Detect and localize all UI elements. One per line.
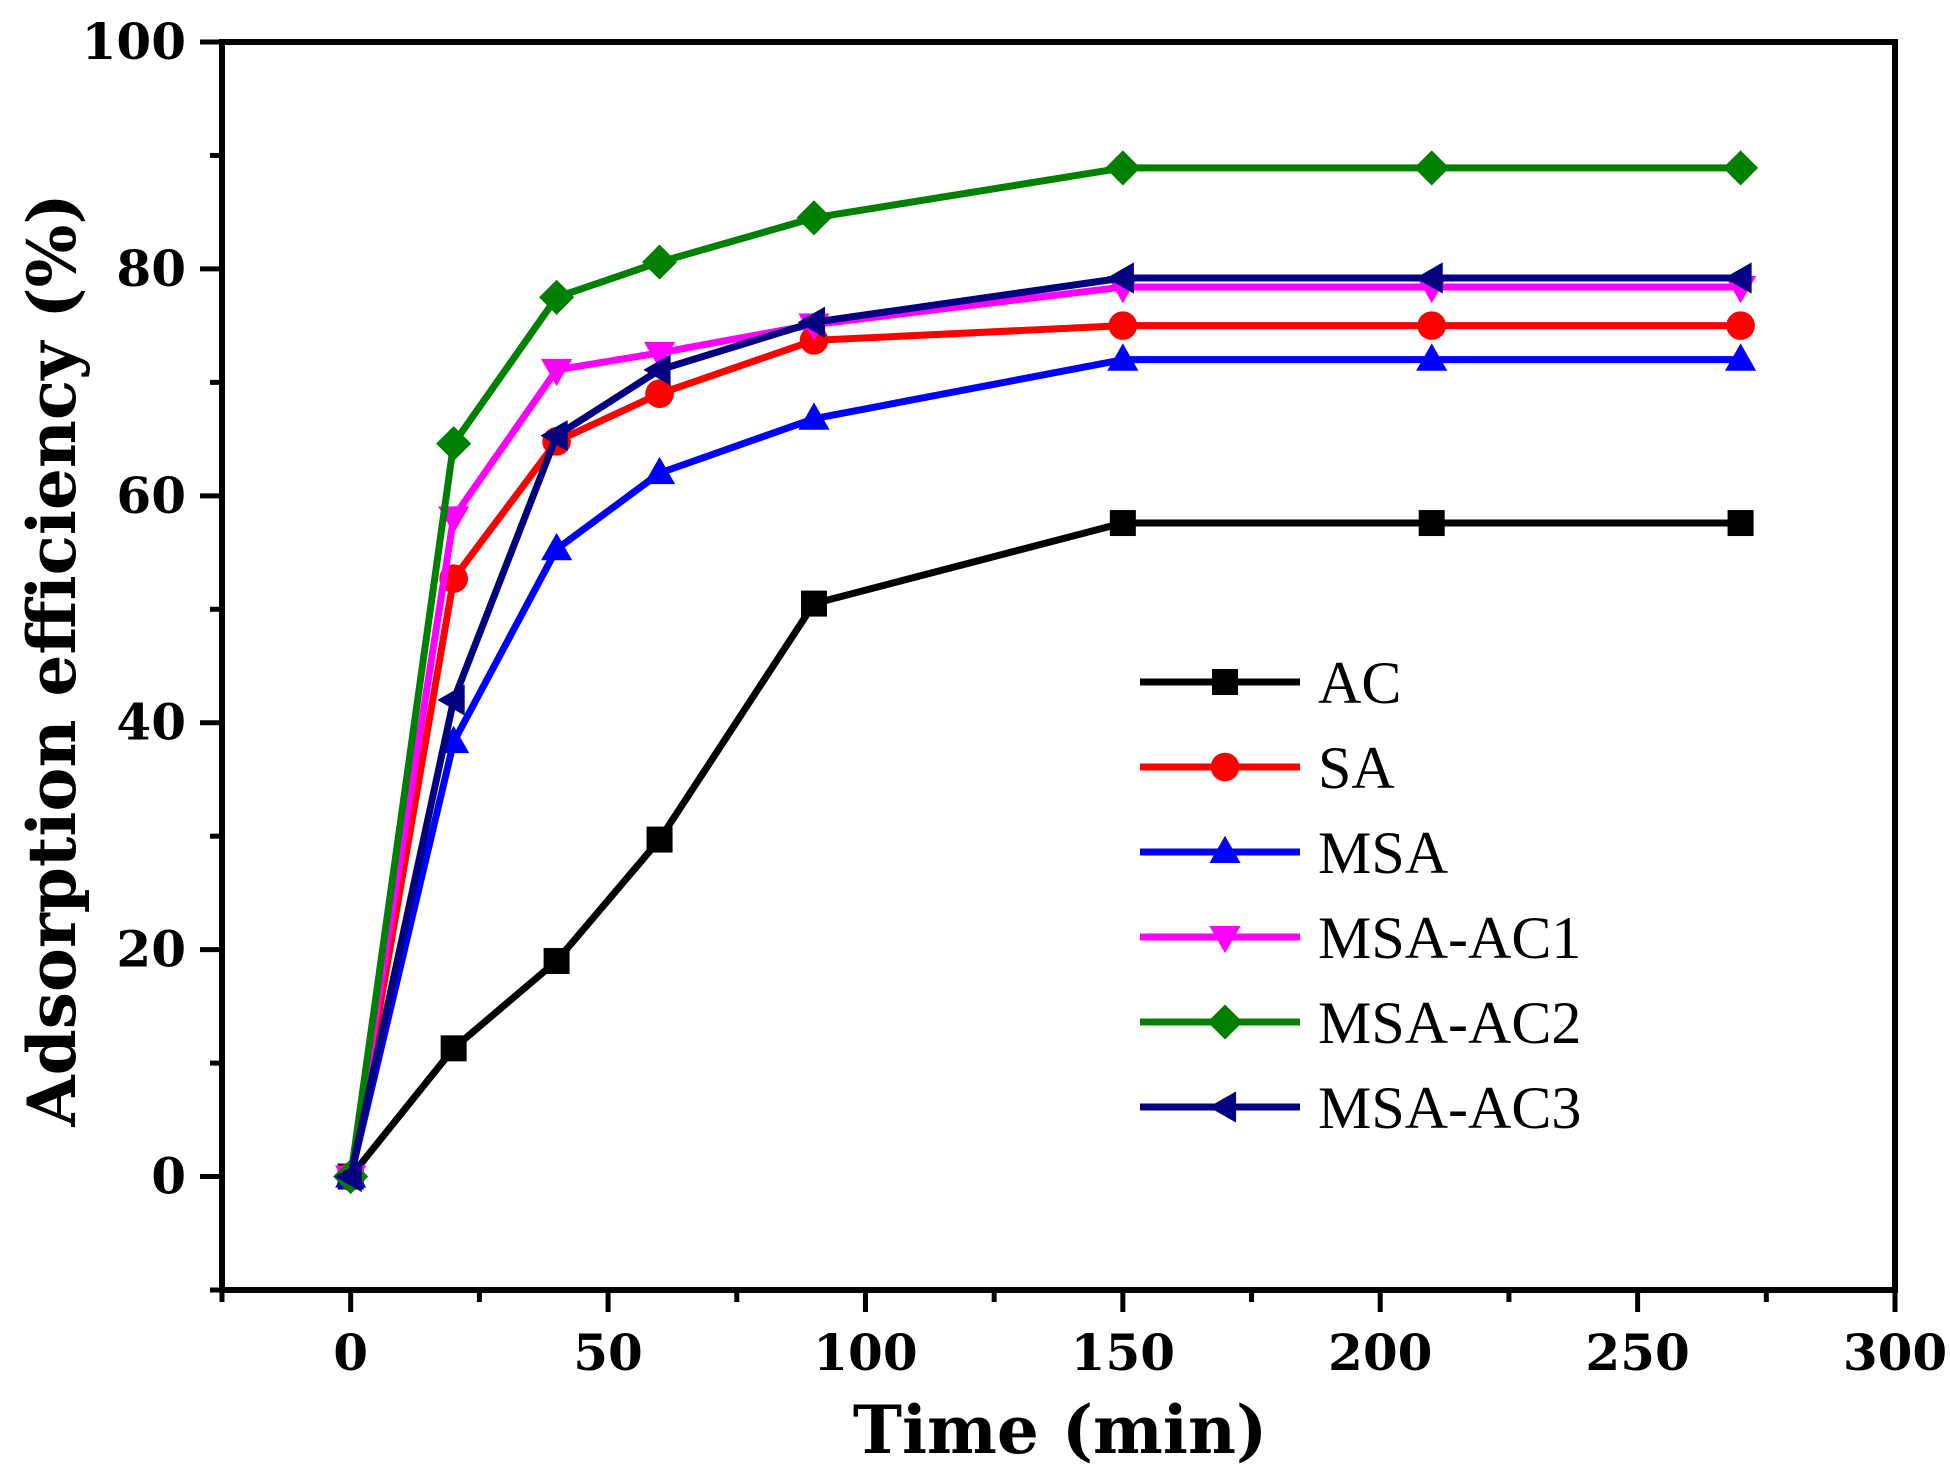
data-point [642,244,678,280]
y-axis: 0 20 40 60 80 100 [82,12,222,1293]
series-msa [335,343,1757,1188]
data-point [1726,311,1755,340]
series-sa [336,311,1755,1191]
data-point [436,426,472,462]
y-tick-label: 40 [116,693,186,752]
legend-item: MSA [1140,820,1448,886]
data-point [643,354,671,386]
y-axis-title: Adsorption efficiency (%) [13,193,91,1127]
data-point [800,590,827,617]
data-point [1109,510,1136,537]
plot-frame [219,39,1898,1293]
legend-label: MSA-AC3 [1318,1075,1581,1141]
x-axis: 0 50 100 150 200 250 300 [219,1290,1947,1382]
legend-label: SA [1318,735,1395,801]
data-point [796,200,832,236]
y-tick-label: 80 [116,239,186,298]
legend: AC SA MSA MSA-AC1 MSA-AC2 MSA-AC3 [1140,650,1581,1141]
legend-label: MSA-AC1 [1318,905,1581,971]
x-tick-label: 100 [813,1323,917,1382]
data-point [1724,343,1757,371]
data-point [1414,150,1450,186]
data-point [541,532,573,561]
data-point [1108,311,1138,340]
legend-item: MSA-AC3 [1140,1075,1581,1141]
legend-marker [1207,1004,1243,1040]
data-point [797,306,826,338]
data-point [334,1160,362,1193]
legend-item: MSA-AC1 [1140,905,1581,971]
data-point [643,456,676,485]
data-point [646,826,673,853]
data-point [798,402,830,430]
legend-marker [1210,752,1240,782]
y-tick-label: 100 [82,12,186,71]
data-point [645,379,674,409]
legend-item: SA [1140,735,1395,801]
y-tick-label: 60 [116,466,186,525]
data-point [1417,311,1447,340]
data-point [1724,262,1752,294]
data-point [540,420,568,452]
data-point [1727,510,1754,537]
y-tick-label: 0 [151,1147,186,1206]
y-tick-label: 20 [116,920,186,979]
data-point [539,279,575,315]
legend-label: MSA-AC2 [1318,990,1581,1056]
series-line [347,274,1741,1178]
series-line [347,322,1741,1178]
data-point [1106,262,1134,294]
x-tick-label: 250 [1585,1323,1689,1382]
legend-item: AC [1140,650,1401,716]
plot-area: 0 50 100 150 200 250 300 0 20 40 60 80 100 [82,12,1948,1382]
series-line [347,164,1741,1178]
series-layer [333,150,1759,1195]
x-tick-label: 200 [1328,1323,1432,1382]
legend-marker [1209,925,1241,954]
series-line [347,283,1741,1178]
series-line [347,356,1741,1178]
x-tick-label: 300 [1843,1323,1947,1382]
series-line [347,519,1741,1179]
legend-item: MSA-AC2 [1140,990,1581,1056]
legend-label: MSA [1318,820,1448,886]
data-point [437,684,465,716]
series-msa-ac3 [334,262,1752,1193]
data-point [643,341,676,370]
x-axis-title: Time (min) [853,1391,1267,1469]
legend-label: AC [1318,650,1401,716]
data-point [1418,510,1445,537]
data-point [1107,343,1139,371]
x-tick-label: 0 [333,1323,368,1382]
data-point [541,358,573,387]
data-point [1415,262,1443,294]
data-point [1723,150,1759,186]
data-point [543,947,570,974]
legend-marker [1212,669,1238,695]
legend-marker [1208,1091,1237,1123]
legend-marker [1209,835,1241,864]
data-point [1105,150,1141,186]
series-msa-ac2 [333,150,1759,1195]
data-point [1416,343,1448,371]
x-tick-label: 50 [573,1323,643,1382]
data-point [440,1035,467,1062]
x-tick-label: 150 [1071,1323,1175,1382]
